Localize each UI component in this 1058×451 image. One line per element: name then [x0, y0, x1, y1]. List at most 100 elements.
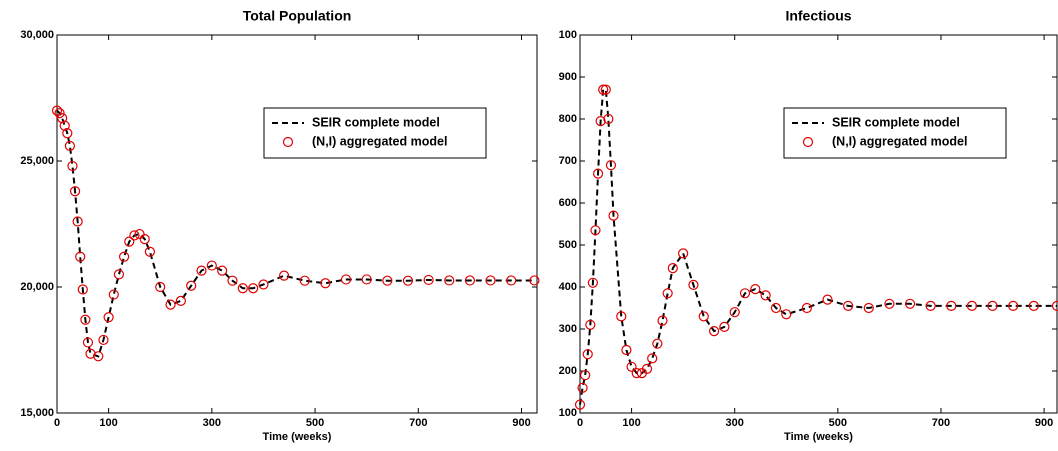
marker — [506, 275, 517, 286]
marker — [662, 288, 673, 299]
marker — [580, 370, 591, 381]
marker — [574, 399, 586, 410]
marker — [103, 312, 114, 323]
marker — [108, 289, 119, 300]
legend: SEIR complete model (N,I) aggregated mode… — [783, 107, 1007, 159]
x-tick-label: 300 — [726, 417, 744, 429]
marker — [299, 275, 310, 286]
x-axis-label: Time (weeks) — [263, 431, 332, 443]
marker — [464, 275, 476, 286]
marker — [62, 128, 73, 139]
legend-swatch — [282, 136, 294, 148]
marker — [592, 168, 604, 179]
marker — [966, 300, 978, 311]
marker — [843, 300, 854, 311]
marker — [278, 270, 290, 281]
y-tick-label: 300 — [559, 323, 577, 335]
y-tick-label: 600 — [559, 197, 577, 209]
y-tick-label: 15,000 — [20, 407, 54, 419]
marker — [987, 300, 998, 311]
plot-area — [579, 34, 1058, 414]
marker — [85, 348, 96, 359]
marker — [587, 277, 598, 288]
marker — [186, 280, 197, 291]
x-axis-label: Time (weeks) — [784, 431, 853, 443]
marker — [608, 210, 619, 221]
marker — [93, 351, 104, 362]
y-tick-label: 100 — [559, 407, 577, 419]
legend: SEIR complete model (N,I) aggregated mode… — [263, 107, 487, 159]
marker — [82, 337, 94, 348]
x-tick-label: 700 — [932, 417, 950, 429]
marker — [129, 230, 140, 241]
marker — [616, 311, 627, 322]
y-tick-label: 20,000 — [20, 281, 54, 293]
x-tick-label: 900 — [512, 417, 530, 429]
line — [579, 88, 1057, 405]
marker — [423, 274, 434, 286]
marker — [925, 300, 936, 311]
marker — [603, 113, 614, 125]
y-tick-label: 700 — [559, 155, 577, 167]
marker — [155, 281, 166, 293]
marker — [165, 299, 176, 310]
y-tick-label: 100 — [559, 29, 577, 41]
marker — [631, 368, 642, 379]
legend-label: (N,I) aggregated model — [832, 134, 967, 148]
marker — [884, 298, 895, 309]
marker — [688, 279, 699, 290]
marker — [585, 319, 596, 330]
marker — [57, 113, 68, 124]
marker — [67, 160, 78, 172]
marker — [1028, 300, 1039, 311]
x-tick-label: 500 — [829, 417, 847, 429]
marker — [719, 321, 730, 332]
marker — [382, 275, 393, 286]
marker — [621, 344, 632, 356]
marker — [248, 283, 259, 294]
marker — [863, 302, 874, 314]
marker — [54, 108, 65, 119]
marker — [237, 283, 248, 294]
line — [56, 109, 535, 358]
x-tick-label: 900 — [1035, 417, 1053, 429]
marker — [69, 186, 81, 197]
marker — [1051, 300, 1058, 311]
y-tick-label: 25,000 — [20, 155, 54, 167]
marker — [59, 120, 70, 131]
marker — [64, 140, 76, 151]
marker — [605, 160, 617, 171]
legend-label: SEIR complete model — [312, 115, 440, 129]
marker — [258, 279, 269, 290]
marker — [72, 216, 83, 227]
marker — [729, 307, 740, 318]
x-tick-label: 100 — [99, 417, 117, 429]
marker — [77, 284, 88, 295]
marker — [217, 265, 228, 276]
legend-label: (N,I) aggregated model — [312, 134, 447, 148]
y-tick-label: 400 — [559, 281, 577, 293]
marker — [361, 274, 372, 285]
x-tick-label: 100 — [622, 417, 640, 429]
marker — [600, 84, 611, 95]
x-tick-label: 700 — [409, 417, 427, 429]
legend-swatch — [802, 136, 814, 148]
marker — [485, 275, 496, 286]
marker — [124, 236, 135, 247]
y-tick-label: 200 — [559, 365, 577, 377]
marker — [1008, 300, 1019, 311]
marker — [80, 314, 91, 325]
marker — [529, 275, 540, 286]
marker — [139, 234, 150, 245]
marker — [698, 311, 709, 322]
marker — [946, 300, 957, 311]
marker — [708, 326, 720, 337]
legend-box — [263, 107, 487, 159]
marker — [590, 225, 601, 236]
marker — [196, 265, 207, 276]
marker — [113, 269, 125, 280]
y-tick-label: 30,000 — [20, 29, 54, 41]
marker — [760, 290, 771, 301]
marker — [206, 260, 217, 271]
marker — [657, 315, 668, 326]
